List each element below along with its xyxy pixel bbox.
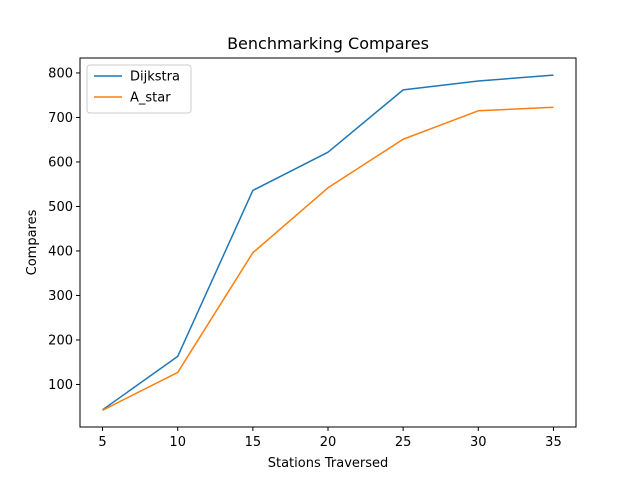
y-axis-label: Compares: [25, 209, 40, 275]
legend-label: A_star: [130, 91, 171, 106]
legend-box: [86, 64, 192, 114]
legend-label: Dijkstra: [130, 70, 180, 85]
y-tick-label: 400: [48, 244, 73, 259]
y-tick-label: 500: [48, 200, 73, 215]
x-tick-label: 15: [245, 435, 262, 450]
y-tick-label: 600: [48, 155, 73, 170]
y-tick-label: 200: [48, 333, 73, 348]
legend: Dijkstra A_star: [86, 64, 192, 114]
x-tick-label: 5: [98, 435, 106, 450]
y-tick-label: 700: [48, 111, 73, 126]
x-tick-label: 25: [395, 435, 412, 450]
series-line-dijkstra: [102, 74, 554, 411]
x-tick-label: 30: [470, 435, 487, 450]
x-tick-label: 20: [320, 435, 337, 450]
x-axis: 5 10 15 20 25 30 35: [98, 427, 562, 450]
y-axis: 100 200 300 400 500 600 700 800: [48, 66, 80, 393]
y-tick-label: 100: [48, 378, 73, 393]
x-axis-label: Stations Traversed: [268, 456, 389, 471]
plot-area: [102, 74, 554, 411]
y-tick-label: 800: [48, 66, 73, 81]
x-tick-label: 35: [545, 435, 562, 450]
x-tick-label: 10: [169, 435, 186, 450]
y-tick-label: 300: [48, 289, 73, 304]
chart-title: Benchmarking Compares: [227, 34, 429, 53]
series-line-a-star: [102, 106, 554, 411]
